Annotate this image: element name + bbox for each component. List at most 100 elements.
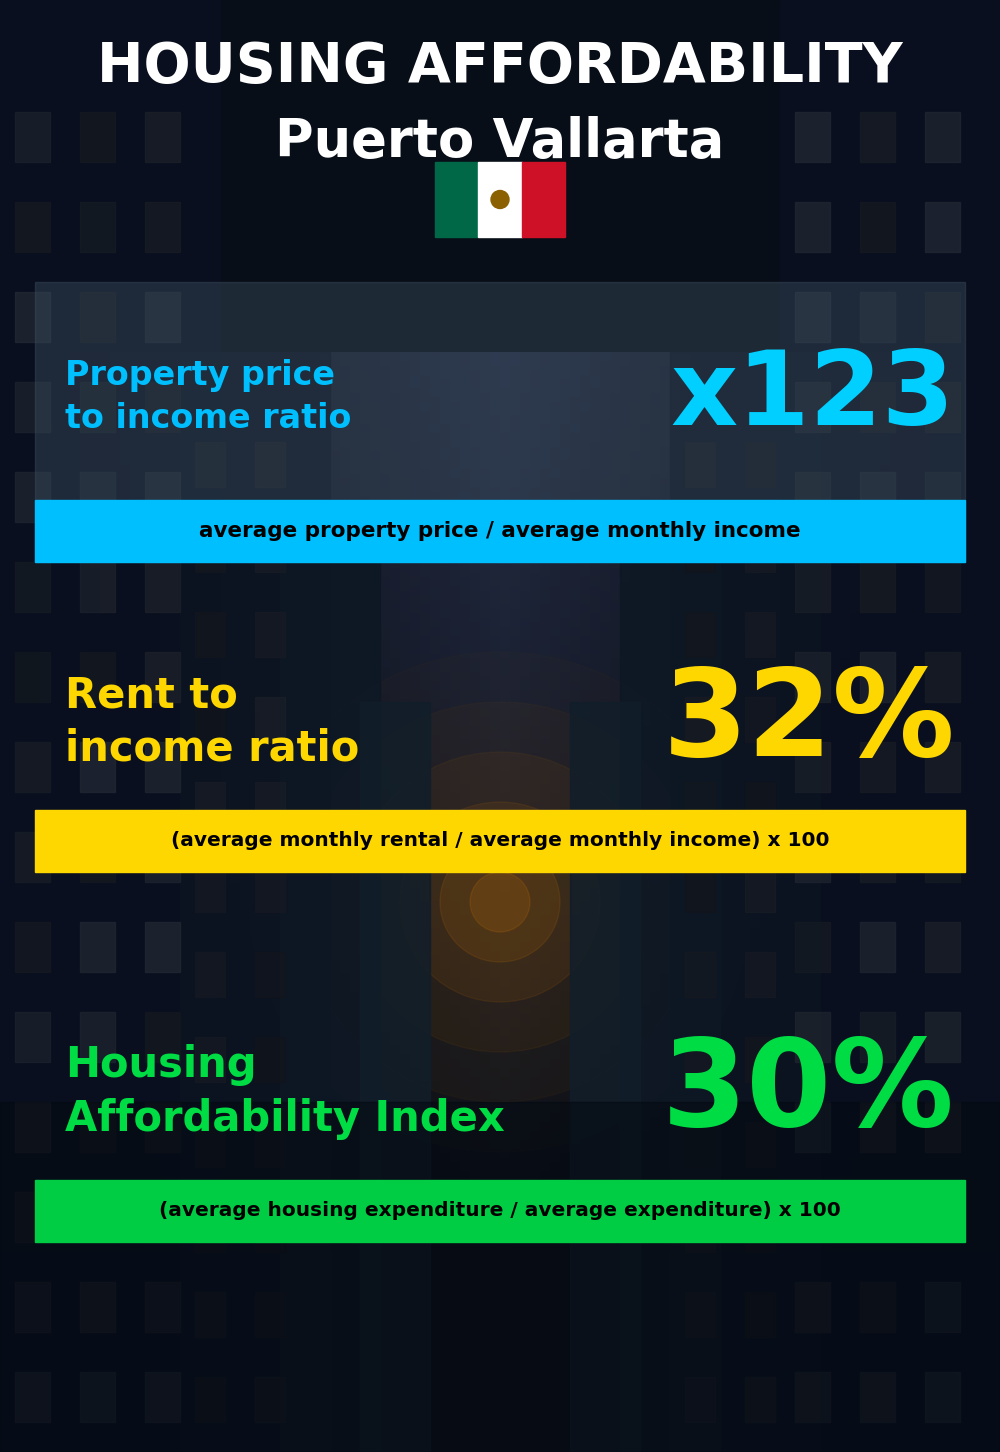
Bar: [35, 282, 965, 562]
Bar: [860, 1192, 895, 1241]
Bar: [925, 652, 960, 701]
Bar: [15, 1192, 50, 1241]
Bar: [145, 1192, 180, 1241]
Circle shape: [300, 701, 700, 1102]
Bar: [478, 163, 522, 237]
Bar: [255, 1292, 285, 1337]
Bar: [15, 382, 50, 433]
Bar: [145, 922, 180, 971]
Bar: [780, 0, 1000, 1452]
Bar: [195, 783, 225, 828]
Text: 30%: 30%: [662, 1034, 955, 1150]
Bar: [35, 810, 965, 873]
Bar: [145, 382, 180, 433]
Bar: [80, 652, 115, 701]
Bar: [255, 697, 285, 742]
Bar: [195, 1037, 225, 1082]
Bar: [795, 112, 830, 163]
Bar: [80, 1192, 115, 1241]
Bar: [795, 562, 830, 611]
Bar: [435, 163, 478, 237]
Bar: [80, 832, 115, 881]
Bar: [925, 1372, 960, 1422]
Bar: [145, 1102, 180, 1151]
Bar: [795, 1102, 830, 1151]
Bar: [860, 202, 895, 253]
Bar: [145, 562, 180, 611]
Bar: [80, 742, 115, 791]
Bar: [145, 742, 180, 791]
Bar: [195, 953, 225, 998]
Bar: [255, 1207, 285, 1252]
Bar: [145, 472, 180, 523]
Bar: [860, 1102, 895, 1151]
Bar: [255, 867, 285, 912]
Bar: [925, 1192, 960, 1241]
Bar: [15, 292, 50, 343]
Bar: [522, 163, 565, 237]
Bar: [925, 1012, 960, 1061]
Bar: [925, 202, 960, 253]
Bar: [145, 1372, 180, 1422]
Bar: [255, 527, 285, 572]
Bar: [15, 1012, 50, 1061]
Bar: [35, 1180, 965, 1241]
Bar: [195, 697, 225, 742]
Circle shape: [350, 752, 650, 1053]
Bar: [745, 783, 775, 828]
Bar: [255, 953, 285, 998]
Bar: [925, 472, 960, 523]
Bar: [360, 701, 430, 1452]
Bar: [195, 1292, 225, 1337]
Bar: [860, 652, 895, 701]
Bar: [80, 562, 115, 611]
Text: Property price
to income ratio: Property price to income ratio: [65, 359, 351, 436]
Text: Puerto Vallarta: Puerto Vallarta: [275, 116, 725, 168]
Bar: [15, 1282, 50, 1331]
Bar: [795, 292, 830, 343]
Circle shape: [400, 802, 600, 1002]
Bar: [0, 1102, 1000, 1452]
Bar: [255, 611, 285, 656]
Bar: [145, 292, 180, 343]
Bar: [685, 1122, 715, 1167]
Bar: [745, 1207, 775, 1252]
Bar: [35, 499, 965, 562]
Bar: [80, 202, 115, 253]
Bar: [570, 701, 640, 1452]
Bar: [685, 527, 715, 572]
Text: x123: x123: [671, 347, 955, 447]
Text: Housing
Affordability Index: Housing Affordability Index: [65, 1044, 505, 1140]
Bar: [145, 112, 180, 163]
Bar: [685, 1207, 715, 1252]
Bar: [80, 922, 115, 971]
Bar: [685, 1037, 715, 1082]
Bar: [80, 1012, 115, 1061]
Bar: [15, 112, 50, 163]
Circle shape: [470, 873, 530, 932]
Bar: [255, 1037, 285, 1082]
Bar: [795, 1192, 830, 1241]
Bar: [195, 867, 225, 912]
Bar: [745, 1037, 775, 1082]
Bar: [925, 292, 960, 343]
Bar: [795, 382, 830, 433]
Circle shape: [440, 842, 560, 963]
Bar: [685, 867, 715, 912]
Bar: [15, 562, 50, 611]
Bar: [145, 202, 180, 253]
Bar: [795, 742, 830, 791]
Text: HOUSING AFFORDABILITY: HOUSING AFFORDABILITY: [97, 41, 903, 94]
Bar: [670, 351, 820, 1452]
Bar: [795, 1012, 830, 1061]
Bar: [860, 1012, 895, 1061]
Bar: [15, 1372, 50, 1422]
Bar: [80, 382, 115, 433]
Bar: [685, 1376, 715, 1422]
Bar: [145, 1012, 180, 1061]
Bar: [925, 832, 960, 881]
Bar: [745, 1292, 775, 1337]
Bar: [795, 202, 830, 253]
Bar: [685, 697, 715, 742]
Bar: [860, 292, 895, 343]
